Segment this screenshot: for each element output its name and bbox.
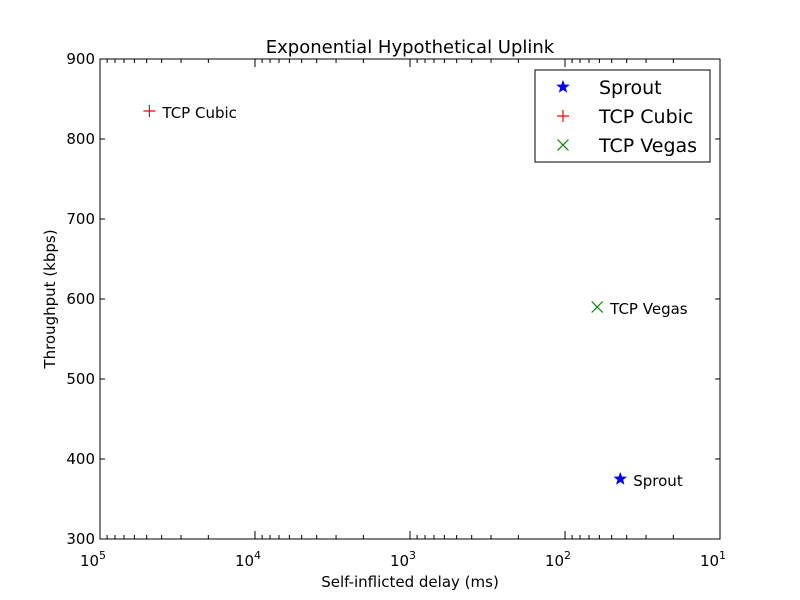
data-point-x [591,301,604,313]
x-tick-base: 10 [235,552,254,570]
x-tick-exponent: 3 [409,549,416,562]
legend-entry-label: TCP Cubic [598,106,693,128]
x-tick-label: 104 [235,549,261,570]
x-tick-exponent: 4 [254,549,261,562]
y-tick-label: 800 [66,130,95,148]
legend-marker-plus [557,110,569,122]
y-tick-label: 900 [66,50,95,68]
data-points: Sprout TCP Cubic TCP Vegas [143,104,688,490]
x-tick-exponent: 1 [719,549,726,562]
x-tick-label: 102 [545,549,571,570]
x-tick-label: 101 [700,549,726,570]
legend-marker-star [556,79,570,93]
x-tick-label: 105 [80,549,106,570]
y-tick-label: 400 [66,450,95,468]
y-tick-label: 300 [66,530,95,548]
legend-entry-label: Sprout [599,77,662,99]
y-axis-label: Throughput (kbps) [41,229,59,369]
legend-entry-label: TCP Vegas [598,135,697,157]
x-tick-base: 10 [545,552,564,570]
legend: Sprout TCP Cubic TCP Vegas [534,69,711,163]
x-tick-label: 103 [390,549,416,570]
legend-marker-x [557,139,569,151]
y-tick-label: 500 [66,370,95,388]
x-tick-exponent: 2 [564,549,571,562]
point-annotation: TCP Vegas [609,300,688,318]
y-tick-label: 700 [66,210,95,228]
point-annotation: TCP Cubic [161,104,237,122]
x-tick-exponent: 5 [99,549,106,562]
chart-title: Exponential Hypothetical Uplink [266,37,555,58]
point-annotation: Sprout [633,472,683,490]
y-tick-label: 600 [66,290,95,308]
x-tick-base: 10 [390,552,409,570]
x-tick-base: 10 [80,552,99,570]
x-tick-base: 10 [700,552,719,570]
data-point-plus [143,105,156,117]
x-axis-label: Self-inflicted delay (ms) [321,573,499,591]
data-point-star [613,471,628,485]
